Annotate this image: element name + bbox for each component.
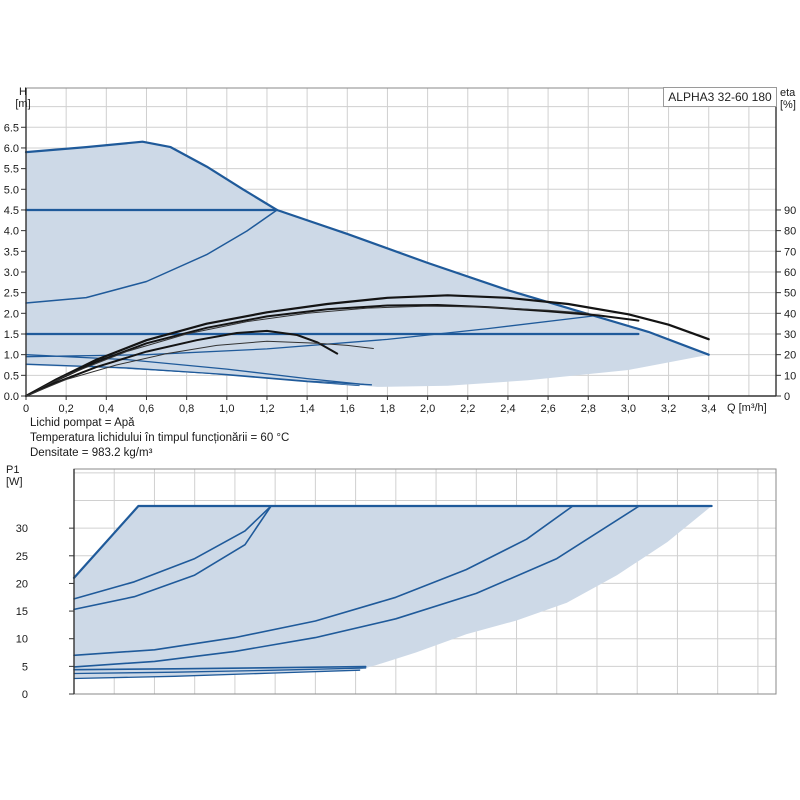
y-tick-label: 4.5: [4, 205, 19, 217]
x-tick-label: 2,0: [420, 403, 435, 415]
head-axis-unit: [m]: [15, 98, 31, 110]
x-tick-label: 3,0: [621, 403, 636, 415]
curve-power-curve-min-2: [73, 667, 367, 675]
y-tick-label: 25: [16, 551, 28, 563]
note-pumped-liquid: Lichid pompat = Apă: [30, 417, 135, 429]
power-axis-unit: [W]: [6, 476, 23, 488]
curve-eta-curve-4: [25, 329, 339, 397]
y-tick-label: 15: [16, 606, 28, 618]
y-tick-label: 2.0: [4, 308, 19, 320]
x-tick-label: 0,4: [99, 403, 114, 415]
y-tick-label: 30: [16, 523, 28, 535]
y-tick-label: 6.0: [4, 143, 19, 155]
y-tick-label: 6.5: [4, 122, 19, 134]
y2-tick-label: 0: [784, 391, 790, 403]
p1-chart: 0 5 10 15 20 25 30: [16, 468, 777, 701]
x-tick-label: 1,6: [340, 403, 355, 415]
pump-model-title-box: ALPHA3 32-60 180: [663, 87, 777, 107]
y-tick-label: 2.5: [4, 288, 19, 300]
curve-power-curve-pp-high: [73, 505, 574, 657]
x-tick-label: 1,2: [259, 403, 274, 415]
x-tick-label: 3,2: [661, 403, 676, 415]
y-tick-label: 0.5: [4, 370, 19, 382]
y2-tick-label: 50: [784, 288, 796, 300]
y-tick-label: 5.5: [4, 164, 19, 176]
power-axis-symbol: P1: [6, 464, 20, 476]
y2-tick-label: 20: [784, 350, 796, 362]
x-tick-label: 2,2: [460, 403, 475, 415]
curve-min-speed-curve-3: [85, 365, 360, 387]
y2-tick-label: 70: [784, 246, 796, 258]
flow-axis-label: Q [m³/h]: [727, 402, 767, 414]
p1-operating-envelope: [74, 506, 712, 679]
efficiency-axis-symbol: eta: [780, 87, 796, 99]
x-tick-label: 1,8: [380, 403, 395, 415]
x-tick-label: 1,4: [299, 403, 314, 415]
y2-tick-label: 60: [784, 267, 796, 279]
y-tick-label: 20: [16, 578, 28, 590]
y-tick-label: 3.0: [4, 267, 19, 279]
curve-power-curve-min-3: [73, 669, 361, 680]
curve-min-speed-curve-1: [25, 354, 364, 386]
y-tick-label: 0: [22, 689, 28, 701]
y2-tick-label: 90: [784, 205, 796, 217]
y-tick-label: 5.0: [4, 184, 19, 196]
curve-eta-curve-3: [25, 305, 589, 397]
y2-tick-label: 40: [784, 308, 796, 320]
pump-model-title: ALPHA3 32-60 180: [668, 90, 772, 104]
head-axis-label: H [m]: [6, 86, 40, 110]
power-axis-label: P1 [W]: [6, 464, 23, 488]
y-tick-label: 10: [16, 634, 28, 646]
curve-eta-curve-1: [24, 294, 710, 398]
curve-eta-curve-2: [25, 304, 640, 397]
y-tick-label: 4.0: [4, 226, 19, 238]
curve-min-speed-curve-2: [25, 363, 373, 386]
head-axis-symbol: H: [19, 86, 27, 98]
x-tick-label: 0: [23, 403, 29, 415]
x-tick-label: 2,4: [500, 403, 515, 415]
note-density: Densitate = 983.2 kg/m³: [30, 447, 153, 459]
curve-power-curve-min-1: [73, 665, 367, 671]
curve-eta-curve-5: [25, 340, 374, 397]
efficiency-axis-label: eta [%]: [780, 87, 796, 111]
curve-power-curve-cp-high: [73, 505, 272, 611]
curve-power-curve-cp-low: [73, 505, 641, 668]
y-tick-label: 3.5: [4, 246, 19, 258]
efficiency-axis-unit: [%]: [780, 99, 796, 111]
y-tick-label: 1.5: [4, 329, 19, 341]
note-liquid-temperature: Temperatura lichidului în timpul funcțio…: [30, 432, 290, 444]
y-tick-label: 5: [22, 661, 28, 673]
x-tick-label: 0,2: [59, 403, 74, 415]
x-tick-label: 2,6: [540, 403, 555, 415]
x-tick-label: 0,6: [139, 403, 154, 415]
x-tick-label: 2,8: [581, 403, 596, 415]
y-tick-label: 1.0: [4, 350, 19, 362]
y2-tick-label: 80: [784, 226, 796, 238]
curve-power-curve-speed3: [73, 505, 272, 600]
x-tick-label: 0,8: [179, 403, 194, 415]
y2-tick-label: 30: [784, 329, 796, 341]
curve-proportional-pressure-high: [25, 209, 278, 304]
y-tick-label: 0.0: [4, 391, 19, 403]
operating-conditions-notes: Lichid pompat = Apă Temperatura lichidul…: [30, 416, 289, 461]
x-tick-label: 1,0: [219, 403, 234, 415]
curve-max-power-curve: [72, 504, 713, 580]
hq-chart: 0 0,2 0,4 0,6 0,8 1,0 1,2 1,4 1,6 1,8 2,0 2,2 2,4 2,6…: [4, 87, 796, 415]
y2-tick-label: 10: [784, 370, 796, 382]
x-tick-label: 3,4: [701, 403, 716, 415]
